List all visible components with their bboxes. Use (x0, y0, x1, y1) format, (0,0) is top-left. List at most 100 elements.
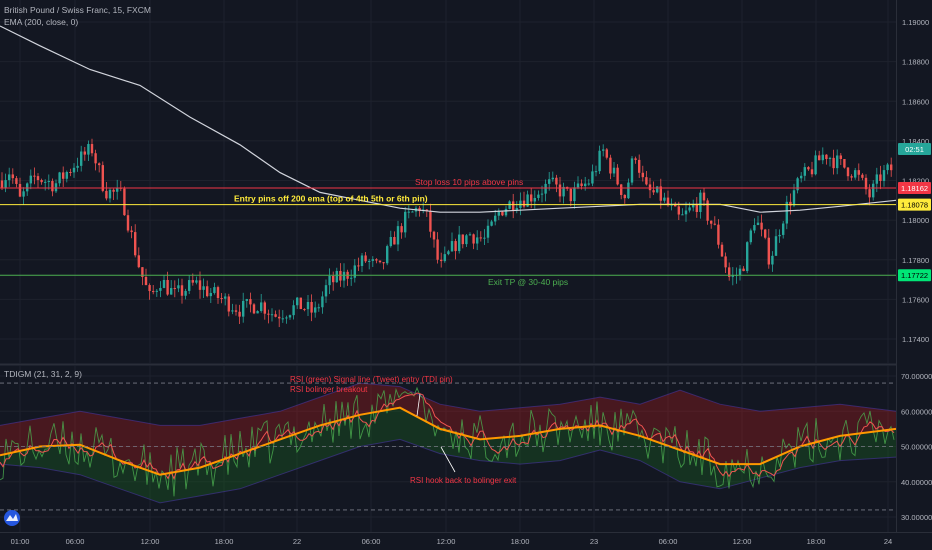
ema-legend[interactable]: EMA (200, close, 0) (4, 17, 78, 27)
candle-body (576, 183, 580, 188)
candle-body (821, 154, 824, 161)
candle-body (789, 201, 792, 206)
candle-body (717, 224, 720, 245)
candle-body (724, 256, 727, 268)
countdown-label: 02:51 (905, 145, 924, 154)
candle-body (242, 300, 245, 317)
tdi-tick-label: 30.00000 (901, 513, 932, 522)
candle-body (436, 239, 439, 260)
candle-body (713, 223, 716, 225)
candle-body (206, 286, 209, 297)
candle-body (512, 201, 515, 211)
candle-body (846, 167, 850, 177)
candle-body (83, 151, 86, 155)
candle-body (497, 211, 500, 216)
candle-body (281, 318, 284, 320)
signal-arrow (416, 393, 421, 417)
candle-body (569, 188, 572, 202)
candle-body (882, 170, 886, 181)
candle-body (440, 259, 443, 262)
candle-body (663, 197, 666, 201)
candle-body (454, 241, 457, 252)
candle-body (461, 234, 464, 245)
candle-body (407, 211, 410, 213)
candle-body (292, 305, 295, 316)
candle-body (443, 254, 446, 262)
candle-body (562, 186, 565, 197)
candle-body (677, 206, 680, 215)
time-label: 06:00 (659, 537, 678, 546)
candle-body (173, 288, 176, 290)
candle-body (638, 159, 641, 173)
price-scale[interactable] (896, 0, 932, 532)
tdi-entry-annotation: RSI (green) Signal line (Tweet) entry (T… (290, 375, 453, 384)
candle-body (803, 167, 806, 176)
candle-body (476, 237, 479, 244)
time-label: 12:00 (733, 537, 752, 546)
candle-body (328, 275, 331, 286)
candle-body (652, 190, 655, 193)
entry-annotation: Entry pins off 200 ema (top of 4th 5th o… (234, 194, 428, 204)
candle-body (555, 177, 558, 185)
candle-body (605, 149, 608, 158)
candle-body (130, 230, 133, 233)
candle-body (285, 317, 288, 319)
candle-body (857, 170, 860, 175)
candle-body (371, 259, 374, 261)
candle-body (558, 184, 562, 197)
entry-price-tag (898, 198, 931, 211)
tdi-legend[interactable]: TDIGM (21, 31, 2, 9) (4, 369, 82, 379)
candle-body (65, 172, 68, 179)
market-base-line (0, 406, 897, 476)
candle-body (764, 229, 767, 238)
candle-body (540, 193, 544, 195)
candle-body (29, 175, 32, 184)
candle-body (116, 187, 119, 192)
candle-body (278, 316, 281, 319)
candle-body (4, 180, 7, 188)
candle-body (612, 167, 616, 174)
time-label: 01:00 (11, 537, 30, 546)
candle-body (573, 187, 576, 202)
symbol-title[interactable]: British Pound / Swiss Franc, 15, FXCM (4, 5, 151, 15)
candle-body (411, 211, 414, 213)
candle-body (702, 192, 706, 201)
candle-body (699, 192, 702, 212)
candle-body (220, 298, 223, 300)
candle-body (738, 268, 742, 275)
candle-body (746, 242, 749, 272)
candle-body (479, 237, 482, 239)
candle-body (36, 176, 40, 181)
candle-body (148, 285, 151, 292)
candle-body (706, 200, 709, 221)
candle-body (760, 222, 763, 230)
time-label: 24 (884, 537, 892, 546)
candle-body (623, 194, 626, 199)
candle-body (368, 260, 371, 262)
candle-body (533, 197, 536, 202)
candle-body (267, 313, 270, 315)
candle-body (695, 204, 698, 212)
tradingview-logo-icon[interactable] (4, 510, 20, 526)
candle-body (378, 260, 382, 263)
candle-body (234, 310, 238, 312)
candle-body (587, 183, 590, 185)
exit-arrow (440, 446, 456, 473)
bollinger-lower-band (0, 407, 896, 503)
candle-body (245, 299, 248, 301)
candle-body (26, 183, 29, 192)
time-label: 18:00 (215, 537, 234, 546)
time-axis[interactable] (0, 532, 932, 550)
candle-body (249, 299, 252, 305)
price-ticks: 1.19000 1.18800 1.18600 1.18400 1.18200 1.180… (902, 18, 929, 344)
candle-body (101, 165, 104, 191)
candle-body (526, 194, 529, 207)
candle-body (134, 232, 137, 256)
candle-body (591, 171, 594, 184)
candle-body (796, 178, 799, 191)
candle-body (609, 157, 612, 174)
candle-body (767, 237, 770, 265)
take-profit-price-tag (898, 269, 931, 282)
horizontal-levels[interactable]: Stop loss 10 pips above pins Entry pins … (0, 177, 896, 287)
